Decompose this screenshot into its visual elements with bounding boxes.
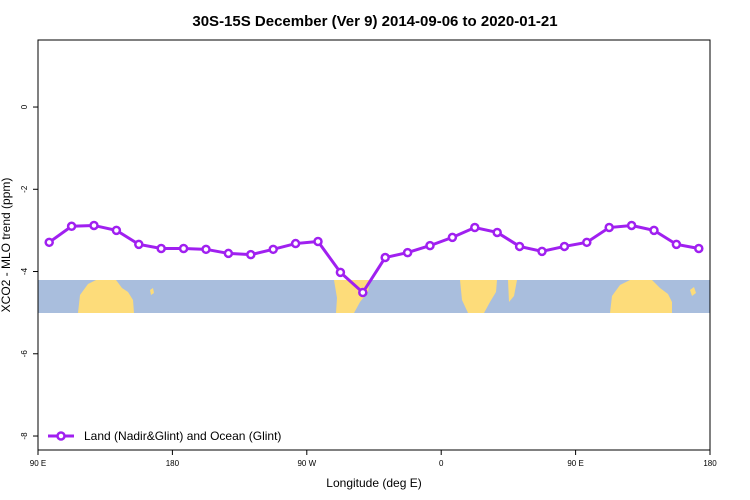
point bbox=[514, 241, 525, 252]
point bbox=[402, 247, 413, 258]
point bbox=[268, 244, 278, 255]
point bbox=[671, 239, 682, 250]
land bbox=[460, 280, 497, 313]
y-tick-label: -2 bbox=[20, 185, 29, 193]
x-tick-label: 180 bbox=[166, 459, 180, 468]
x-tick-label: 90 E bbox=[30, 459, 46, 468]
point bbox=[178, 243, 189, 254]
point bbox=[134, 239, 144, 250]
land bbox=[610, 280, 672, 313]
y-axis-label: XCO2 - MLO trend (ppm) bbox=[0, 178, 13, 313]
point bbox=[246, 249, 256, 260]
point bbox=[649, 225, 659, 236]
y-tick-label: -4 bbox=[20, 267, 29, 275]
point bbox=[290, 238, 301, 249]
y-tick-label: -8 bbox=[20, 432, 29, 440]
point bbox=[604, 222, 614, 233]
point bbox=[201, 244, 211, 255]
x-tick-label: 90 W bbox=[297, 459, 316, 468]
legend-marker bbox=[56, 431, 66, 441]
point bbox=[335, 267, 346, 278]
point bbox=[492, 227, 502, 238]
point bbox=[380, 252, 390, 263]
point bbox=[559, 241, 570, 252]
land bbox=[508, 280, 517, 302]
point bbox=[626, 220, 637, 231]
point bbox=[66, 221, 77, 232]
x-axis-label: Longitude (deg E) bbox=[326, 476, 421, 490]
x-tick-label: 180 bbox=[703, 459, 717, 468]
point bbox=[111, 225, 122, 236]
map-strip bbox=[38, 280, 710, 313]
land bbox=[690, 287, 696, 296]
point bbox=[156, 243, 166, 254]
point bbox=[470, 222, 480, 233]
legend-label: Land (Nadir&Glint) and Ocean (Glint) bbox=[84, 429, 281, 443]
point bbox=[89, 220, 99, 231]
point bbox=[447, 232, 458, 243]
land bbox=[78, 280, 134, 313]
x-tick-label: 0 bbox=[439, 459, 444, 468]
ocean bbox=[38, 280, 710, 313]
point bbox=[44, 237, 54, 248]
point bbox=[537, 246, 547, 257]
point bbox=[358, 287, 368, 298]
y-tick-label: -6 bbox=[20, 350, 29, 358]
chart-title: 30S-15S December (Ver 9) 2014-09-06 to 2… bbox=[192, 13, 557, 30]
x-tick-label: 90 E bbox=[567, 459, 583, 468]
y-tick-label: 0 bbox=[20, 104, 29, 109]
point bbox=[425, 240, 435, 251]
plot-frame bbox=[37, 39, 711, 451]
point bbox=[694, 243, 704, 254]
land bbox=[150, 288, 154, 295]
point bbox=[223, 248, 234, 259]
point bbox=[313, 236, 323, 247]
point bbox=[582, 237, 592, 248]
